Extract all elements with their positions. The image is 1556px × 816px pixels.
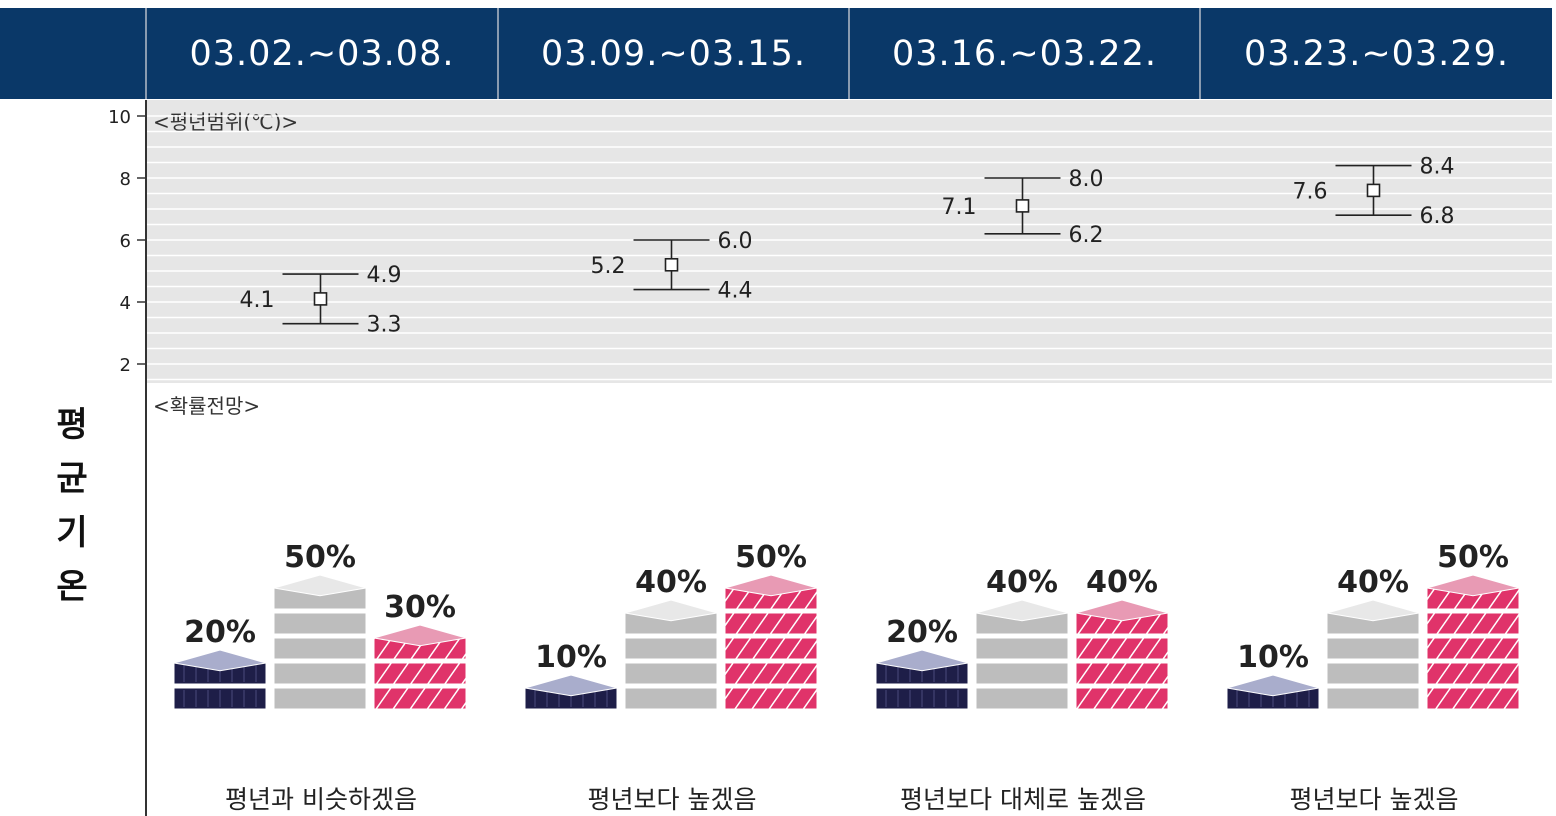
low-label: 3.3 [367, 313, 402, 338]
prob-box [975, 662, 1069, 685]
prob-box [975, 687, 1069, 710]
mean-label: 5.2 [591, 254, 626, 279]
prob-label: 40% [1337, 565, 1409, 600]
y-tick-label: 8 [120, 169, 131, 190]
prob-box [975, 637, 1069, 660]
prob-label: 20% [886, 615, 958, 650]
prob-box-top [1326, 599, 1420, 622]
prob-label: 40% [635, 565, 707, 600]
prob-label: 30% [384, 590, 456, 625]
y-tick-label: 4 [120, 293, 131, 314]
prob-box [273, 637, 367, 660]
prob-box-top [624, 599, 718, 622]
prob-box-top [524, 674, 618, 697]
prob-box [724, 687, 818, 710]
outlook-label-4: 평년보다 높겠음 [1289, 785, 1459, 814]
side-title-char: 균 [56, 459, 88, 499]
y-tick-label: 2 [120, 355, 131, 376]
prob-label: 50% [284, 540, 356, 575]
prob-box [1326, 687, 1420, 710]
side-title-char: 평 [56, 405, 88, 445]
prob-box [724, 637, 818, 660]
y-tick-label: 10 [108, 107, 131, 128]
prob-box [624, 662, 718, 685]
prob-box [1075, 637, 1169, 660]
high-label: 8.0 [1069, 167, 1104, 192]
prob-label: 20% [184, 615, 256, 650]
prob-box-top [273, 574, 367, 597]
prob-box-top [1426, 574, 1520, 597]
low-label: 4.4 [718, 279, 753, 304]
prob-box-top [875, 649, 969, 672]
prob-box [373, 662, 467, 685]
prob-box [273, 612, 367, 635]
mean-label: 4.1 [240, 288, 275, 313]
side-title-char: 온 [56, 567, 88, 607]
period-4: 03.23.~03.29. [1199, 8, 1552, 99]
mean-label: 7.6 [1293, 179, 1328, 204]
prob-section-label: <확률전망> [153, 394, 261, 418]
prob-box-top [975, 599, 1069, 622]
prob-box [273, 687, 367, 710]
prob-box [1426, 637, 1520, 660]
mean-marker [313, 292, 328, 306]
outlook-label-1: 평년과 비슷하겠음 [225, 785, 417, 814]
prob-box-top [173, 649, 267, 672]
mean-marker [664, 257, 679, 272]
prob-box-top [1075, 599, 1169, 622]
prob-box [1326, 662, 1420, 685]
range-section-label: <평년범위(℃)> [153, 110, 299, 134]
outlook-label-3: 평년보다 대체로 높겠음 [900, 785, 1146, 814]
prob-box [373, 687, 467, 710]
prob-box-top [724, 574, 818, 597]
prob-box [624, 637, 718, 660]
prob-box [1075, 687, 1169, 710]
prob-box-top [373, 624, 467, 647]
prob-box [273, 662, 367, 685]
low-label: 6.8 [1420, 204, 1455, 229]
mean-marker [1015, 199, 1030, 213]
high-label: 8.4 [1420, 155, 1455, 180]
prob-label: 50% [735, 540, 807, 575]
prob-box [624, 687, 718, 710]
prob-box [1075, 662, 1169, 685]
prob-box [724, 662, 818, 685]
side-title-char: 기 [56, 513, 88, 553]
y-tick-label: 6 [120, 231, 131, 252]
period-header: 03.02.~03.08. 03.09.~03.15. 03.16.~03.22… [0, 8, 1552, 99]
prob-label: 10% [535, 640, 607, 675]
outlook-label-2: 평년보다 높겠음 [587, 785, 757, 814]
low-label: 6.2 [1069, 223, 1104, 248]
prob-box [724, 612, 818, 635]
prob-box [1426, 662, 1520, 685]
prob-box [1426, 612, 1520, 635]
prob-box [1426, 687, 1520, 710]
prob-label: 50% [1437, 540, 1509, 575]
prob-box [1326, 637, 1420, 660]
prob-label: 10% [1237, 640, 1309, 675]
period-2: 03.09.~03.15. [497, 8, 848, 99]
prob-label: 40% [1086, 565, 1158, 600]
mean-marker [1366, 183, 1381, 198]
mean-label: 7.1 [942, 195, 977, 220]
high-label: 4.9 [367, 263, 402, 288]
period-3: 03.16.~03.22. [848, 8, 1199, 99]
y-axis-line [145, 100, 147, 816]
period-1: 03.02.~03.08. [145, 8, 497, 99]
prob-label: 40% [986, 565, 1058, 600]
prob-box-top [1226, 674, 1320, 697]
high-label: 6.0 [718, 229, 753, 254]
